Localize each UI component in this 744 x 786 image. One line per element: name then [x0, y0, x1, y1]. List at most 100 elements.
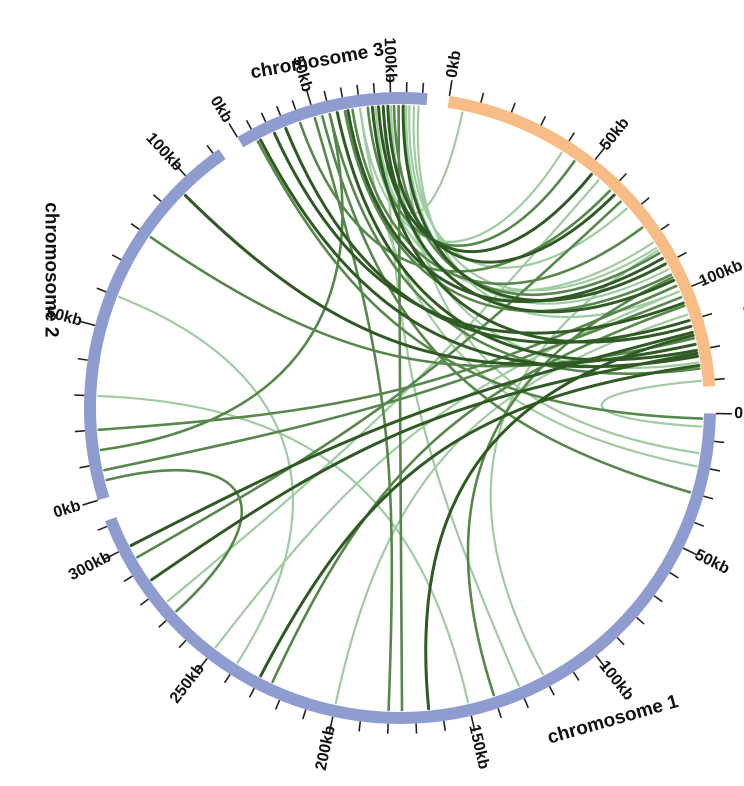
segment-name-c3: chromosome 3 — [249, 39, 386, 83]
link-cp-c3 — [298, 121, 612, 273]
tick-label-c1-200: 200kb — [313, 724, 339, 772]
link-c1-c3 — [321, 114, 692, 494]
tick-c1-100 — [595, 655, 607, 669]
tick-label-cp-100: 100kb — [697, 257, 744, 290]
tick-label-cp-0: 0kb — [444, 49, 465, 79]
link-cp-c3 — [351, 108, 644, 286]
tick-c3-60 — [323, 90, 328, 101]
tick-c1-30 — [703, 495, 714, 500]
tick-cp-100 — [691, 279, 707, 287]
tick-c2-0 — [82, 499, 99, 506]
link-cp-c3 — [412, 105, 658, 292]
tick-c1-190 — [358, 721, 362, 732]
tick-c1-250 — [196, 657, 208, 672]
tick-label-c1-0: 0kb — [734, 405, 744, 422]
tick-cp-110 — [702, 312, 713, 318]
link-cp-c3 — [386, 104, 616, 264]
tick-c1-160 — [443, 720, 447, 731]
tick-c1-300 — [104, 551, 119, 560]
link-cp-c3 — [366, 106, 576, 247]
link-cp-c3 — [377, 105, 593, 254]
tick-c1-50 — [682, 547, 698, 556]
link-cp-c3 — [346, 109, 664, 303]
tick-c1-20 — [709, 468, 721, 472]
tick-c2-80 — [130, 223, 140, 231]
tick-c1-150 — [470, 715, 476, 732]
segment-name-cp: cpDNA — [737, 297, 744, 361]
tick-c1-10 — [714, 440, 725, 444]
link-cp-c1 — [489, 249, 659, 676]
tick-c2-110 — [206, 144, 214, 154]
link-cp-c1 — [150, 351, 699, 582]
links-layer — [97, 104, 704, 712]
tick-cp-40 — [568, 132, 576, 142]
tick-label-c1-300: 300kb — [66, 548, 114, 584]
link-cp-c3 — [401, 104, 667, 302]
tick-c1-210 — [302, 709, 307, 720]
tick-c3-120 — [421, 82, 425, 93]
tick-c1-270 — [158, 619, 167, 628]
segment-arc-c3 — [237, 91, 428, 148]
tick-cp-120 — [710, 345, 721, 349]
tick-cp-0 — [448, 79, 453, 97]
tick-c1-130 — [523, 698, 529, 709]
link-c1-c3 — [397, 104, 404, 712]
tick-label-cp-50: 50kb — [597, 114, 633, 153]
tick-c1-220 — [274, 699, 281, 710]
tick-cp-30 — [540, 115, 547, 126]
tick-c3-10 — [245, 119, 252, 130]
tick-c1-80 — [636, 616, 645, 625]
link-cp-c3 — [381, 105, 676, 314]
link-c2-c3 — [99, 113, 344, 452]
link-cp-c1 — [259, 364, 701, 678]
tick-c3-50 — [305, 89, 312, 106]
tick-label-c3-0: 0kb — [207, 93, 236, 126]
tick-c1-290 — [123, 575, 133, 583]
tick-c3-20 — [260, 112, 267, 123]
link-cp-c2 — [103, 296, 683, 472]
tick-c2-50 — [79, 320, 96, 327]
tick-c3-70 — [339, 87, 344, 98]
link-cp-c3 — [343, 109, 673, 313]
tick-c3-0 — [228, 123, 238, 138]
tick-c3-40 — [291, 100, 297, 111]
tick-cp-20 — [510, 102, 516, 113]
tick-label-c1-150: 150kb — [465, 723, 492, 771]
link-c1-c2 — [105, 468, 243, 613]
link-c1-cp — [600, 379, 703, 428]
tick-c1-140 — [497, 708, 503, 719]
tick-c3-30 — [275, 105, 282, 116]
tick-cp-10 — [480, 92, 485, 103]
tick-cp-60 — [618, 172, 628, 182]
link-cp-c1 — [129, 330, 694, 547]
tick-cp-70 — [640, 197, 650, 205]
tick-c3-90 — [372, 83, 376, 94]
link-cp-c3 — [370, 105, 693, 344]
link-cp-c3 — [284, 126, 691, 345]
segment-arc-cp — [447, 95, 716, 387]
segment-arc-c2 — [83, 149, 226, 501]
link-c1-c3 — [382, 105, 520, 687]
link-cp-c1 — [166, 179, 600, 603]
tick-c1-110 — [572, 671, 580, 681]
tick-cp-80 — [660, 223, 670, 231]
segment-name-c2: chromosome 2 — [40, 202, 61, 337]
tick-c1-70 — [653, 595, 663, 603]
segments-layer — [74, 76, 732, 734]
tick-c2-90 — [152, 194, 162, 202]
link-cp-c1 — [214, 290, 680, 649]
tick-label-c2-0: 0kb — [51, 497, 83, 521]
tick-c1-60 — [669, 571, 679, 579]
link-cp-c1 — [136, 200, 622, 559]
link-cp-c3 — [273, 131, 685, 335]
tick-c2-60 — [96, 287, 107, 293]
tick-c1-230 — [248, 687, 255, 698]
tick-cp-50 — [594, 146, 606, 161]
link-cp-c3 — [259, 138, 700, 369]
link-c2-c1 — [97, 394, 470, 704]
tick-label-c1-250: 250kb — [167, 660, 208, 707]
tick-c1-90 — [616, 636, 625, 646]
tick-c2-70 — [111, 254, 122, 261]
tick-label-c1-100: 100kb — [595, 658, 637, 704]
